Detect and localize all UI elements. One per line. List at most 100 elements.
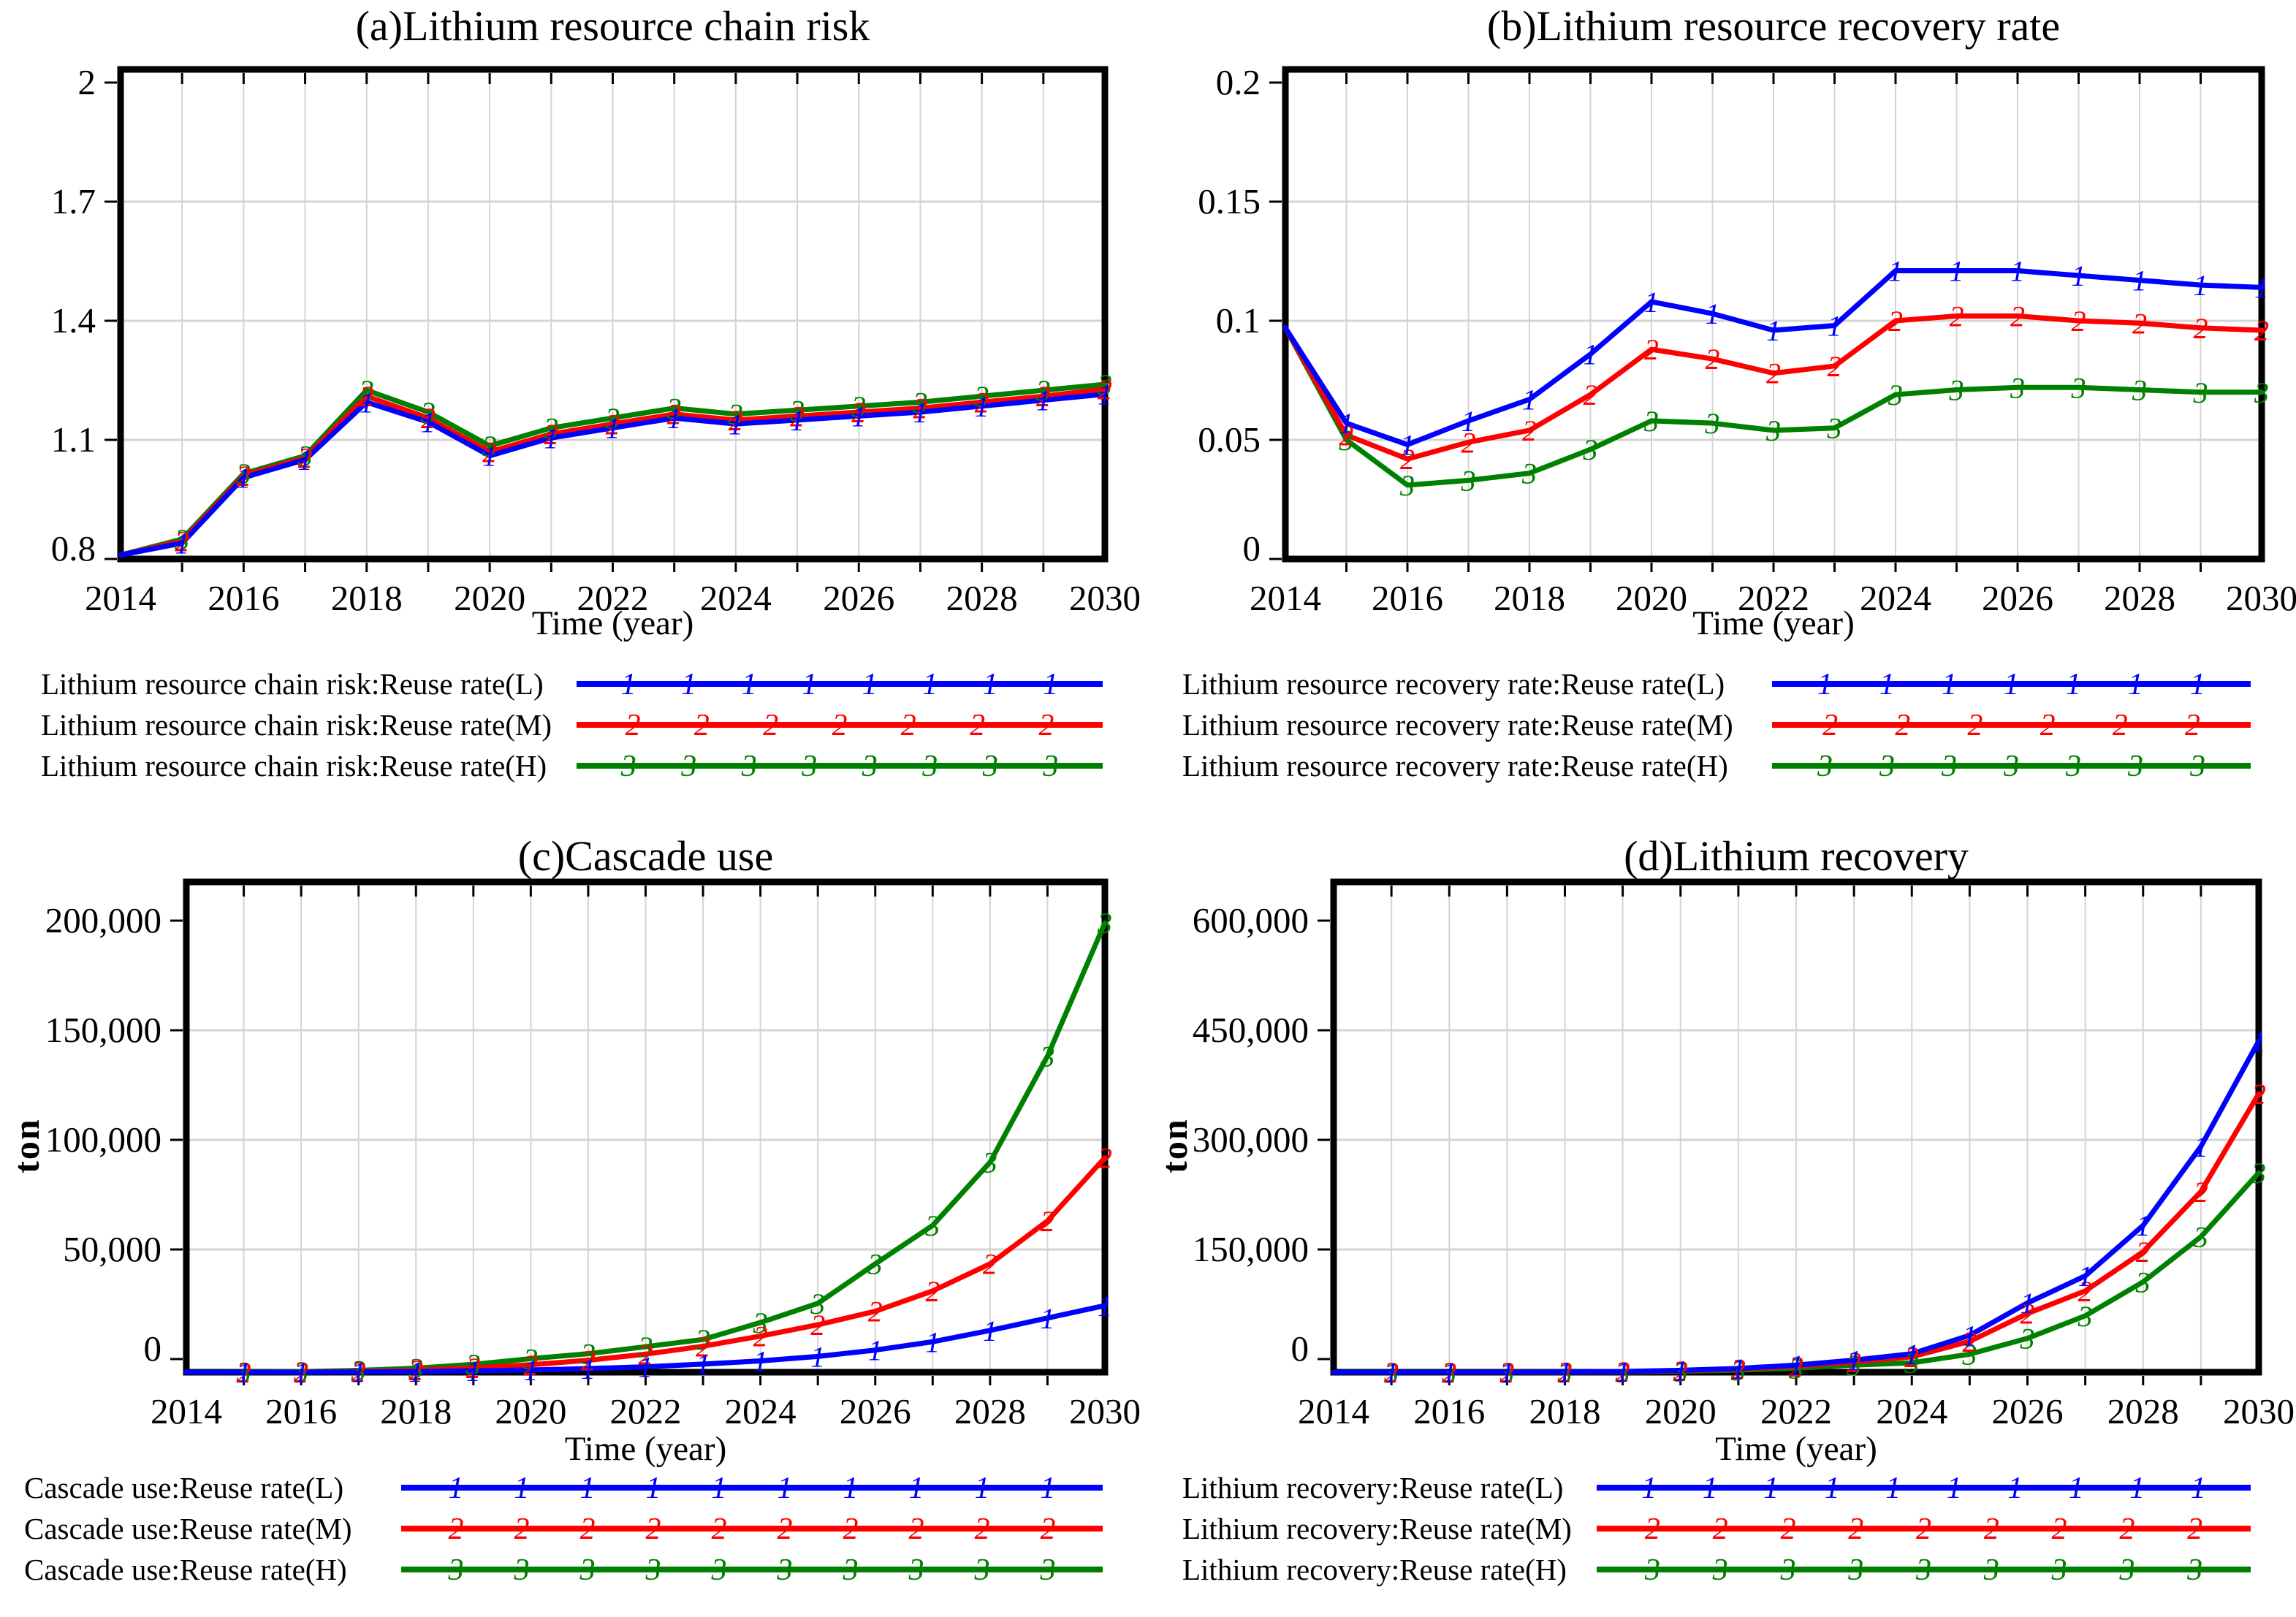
- series-marker-3: 3: [666, 392, 682, 425]
- series-marker-2: 2: [1950, 300, 1964, 332]
- legend-label: Cascade use:Reuse rate(H): [24, 1553, 347, 1586]
- legend-key-marker: 3: [2118, 1553, 2135, 1587]
- legend-key-marker: 1: [621, 668, 636, 701]
- series-marker-1: 1: [1461, 405, 1476, 438]
- legend-key-marker: 1: [1041, 1472, 1056, 1505]
- legend-key-marker: 1: [1043, 668, 1058, 701]
- series-marker-1: 1: [1644, 286, 1659, 319]
- legend-key-marker: 1: [449, 1472, 464, 1505]
- legend-key-marker: 3: [680, 750, 696, 783]
- legend-key-marker: 1: [2069, 1472, 2084, 1505]
- x-tick-label: 2026: [840, 1391, 911, 1431]
- y-axis-label-c: ton: [6, 1118, 47, 1173]
- legend-item: Cascade use:Reuse rate(L) 1 1 1 1 1 1 1 1 1 1: [0, 1467, 1148, 1508]
- x-tick-label: 2030: [2223, 1391, 2295, 1431]
- series-marker-1: 1: [1036, 384, 1051, 417]
- series-marker-3: 3: [1643, 405, 1659, 438]
- legend-line-marker-3: 3 3 3 3 3 3 3 3 3 3: [401, 1553, 1103, 1587]
- y-tick-label: 0.15: [1198, 181, 1261, 221]
- legend-key-marker: 1: [862, 668, 878, 701]
- legend-key-marker: 1: [2190, 668, 2205, 701]
- legend-key-marker: 2: [1038, 709, 1054, 742]
- legend-key-marker: 1: [1885, 1472, 1901, 1505]
- series-marker-1: 1: [1384, 1356, 1399, 1389]
- series-marker-1: 1: [1962, 1320, 1977, 1352]
- series-marker-1: 1: [667, 402, 682, 435]
- series-marker-1: 1: [294, 1356, 308, 1389]
- legend-key-marker: 2: [1713, 1513, 1728, 1546]
- x-tick-label: 2018: [1494, 578, 1565, 618]
- legend-key-marker: 3: [711, 1553, 727, 1587]
- legend-key-marker: 2: [646, 1513, 661, 1546]
- series-marker-3: 3: [1097, 907, 1112, 940]
- series-marker-3: 3: [1097, 368, 1112, 401]
- series-marker-3: 3: [1035, 374, 1051, 407]
- series-marker-3: 3: [522, 1342, 538, 1375]
- series-marker-2: 2: [753, 1320, 768, 1353]
- series-marker-3: 3: [1846, 1349, 1861, 1382]
- x-tick-label: 2016: [265, 1391, 337, 1431]
- series-marker-3: 3: [695, 1323, 710, 1356]
- series-marker-1: 1: [2072, 259, 2086, 292]
- legend-label: Cascade use:Reuse rate(L): [24, 1471, 344, 1504]
- series-marker-2: 2: [1644, 333, 1659, 366]
- x-tick-label: 2018: [1529, 1391, 1601, 1431]
- x-tick-label: 2024: [725, 1391, 797, 1431]
- series-marker-1: 1: [729, 408, 743, 441]
- legend-key-marker: 3: [2127, 750, 2143, 783]
- series-marker-1: 1: [2194, 269, 2208, 302]
- series-marker-2: 2: [639, 1338, 653, 1371]
- series-line-3: [1282, 325, 2265, 488]
- legend-key-marker: 3: [777, 1553, 793, 1587]
- series-marker-2: 2: [913, 392, 927, 425]
- series-marker-3: 3: [2254, 376, 2269, 409]
- series-marker-2: 2: [2072, 305, 2086, 338]
- x-tick-label: 2030: [1069, 1391, 1141, 1431]
- legend-key-marker: 2: [1780, 1513, 1795, 1546]
- legend-key-marker: 2: [1916, 1513, 1931, 1546]
- legend-key-marker: 1: [778, 1472, 793, 1505]
- series-marker-1: 1: [1766, 314, 1781, 347]
- legend-key-marker: 3: [2003, 750, 2019, 783]
- legend-key-marker: 3: [974, 1553, 990, 1587]
- series-marker-1: 1: [298, 444, 313, 476]
- x-axis-label-d: Time (year): [1715, 1430, 1877, 1468]
- series-marker-1: 1: [2010, 255, 2025, 288]
- series-marker-1: 1: [810, 1340, 825, 1373]
- series-marker-1: 1: [925, 1325, 940, 1358]
- series-marker-2: 2: [1847, 1346, 1861, 1379]
- series-marker-2: 2: [1499, 1356, 1514, 1389]
- legend-line-marker-2: 2 2 2 2 2 2 2 2 2: [1597, 1513, 2251, 1546]
- series-line-1: [183, 1303, 1108, 1375]
- series-marker-3: 3: [1730, 1354, 1746, 1387]
- series-marker-3: 3: [789, 394, 805, 427]
- series-marker-1: 1: [236, 462, 251, 495]
- series-marker-3: 3: [2193, 1221, 2208, 1254]
- legend-key-marker: 2: [1645, 1513, 1660, 1546]
- y-tick-label: 0.2: [1216, 62, 1261, 102]
- panel-c: 200,000 150,000 100,000 50,000 0 2014 2016 2018…: [0, 804, 1148, 1617]
- series-marker-3: 3: [1521, 457, 1537, 490]
- legend-key-marker: 3: [982, 750, 998, 783]
- x-tick-label: 2014: [151, 1391, 222, 1431]
- y-tick-label: 0: [144, 1328, 162, 1369]
- legend-item: Lithium recovery:Reuse rate(H) 3 3 3 3 3 3 3 3 3: [1148, 1549, 2296, 1590]
- legend-key-marker: 3: [620, 750, 636, 783]
- legend-key-marker: 3: [1983, 1553, 1999, 1587]
- legend-key-marker: 1: [742, 668, 757, 701]
- x-tick-label: 2028: [2104, 578, 2175, 618]
- legend-line-marker-2: 2 2 2 2 2 2: [1772, 709, 2251, 742]
- series-marker-2: 2: [351, 1355, 366, 1388]
- series-marker-3: 3: [359, 374, 374, 407]
- series-marker-3: 3: [605, 402, 620, 435]
- legend-key-marker: 1: [975, 1472, 990, 1505]
- legend-key-marker: 3: [1040, 1553, 1056, 1587]
- legend-key-marker: 1: [2007, 1472, 2023, 1505]
- series-marker-3: 3: [1339, 424, 1354, 457]
- series-marker-3: 3: [2078, 1300, 2093, 1333]
- chart-a-plot: 2 1.7 1.4 1.1 0.8 2014 2016 2018 2020 2022 2024 202…: [51, 62, 1141, 618]
- legend-item: Lithium resource chain risk:Reuse rate(L…: [0, 663, 1148, 704]
- series-marker-1: 1: [1731, 1352, 1746, 1385]
- series-marker-3: 3: [1461, 464, 1476, 497]
- series-marker-2: 2: [868, 1295, 883, 1328]
